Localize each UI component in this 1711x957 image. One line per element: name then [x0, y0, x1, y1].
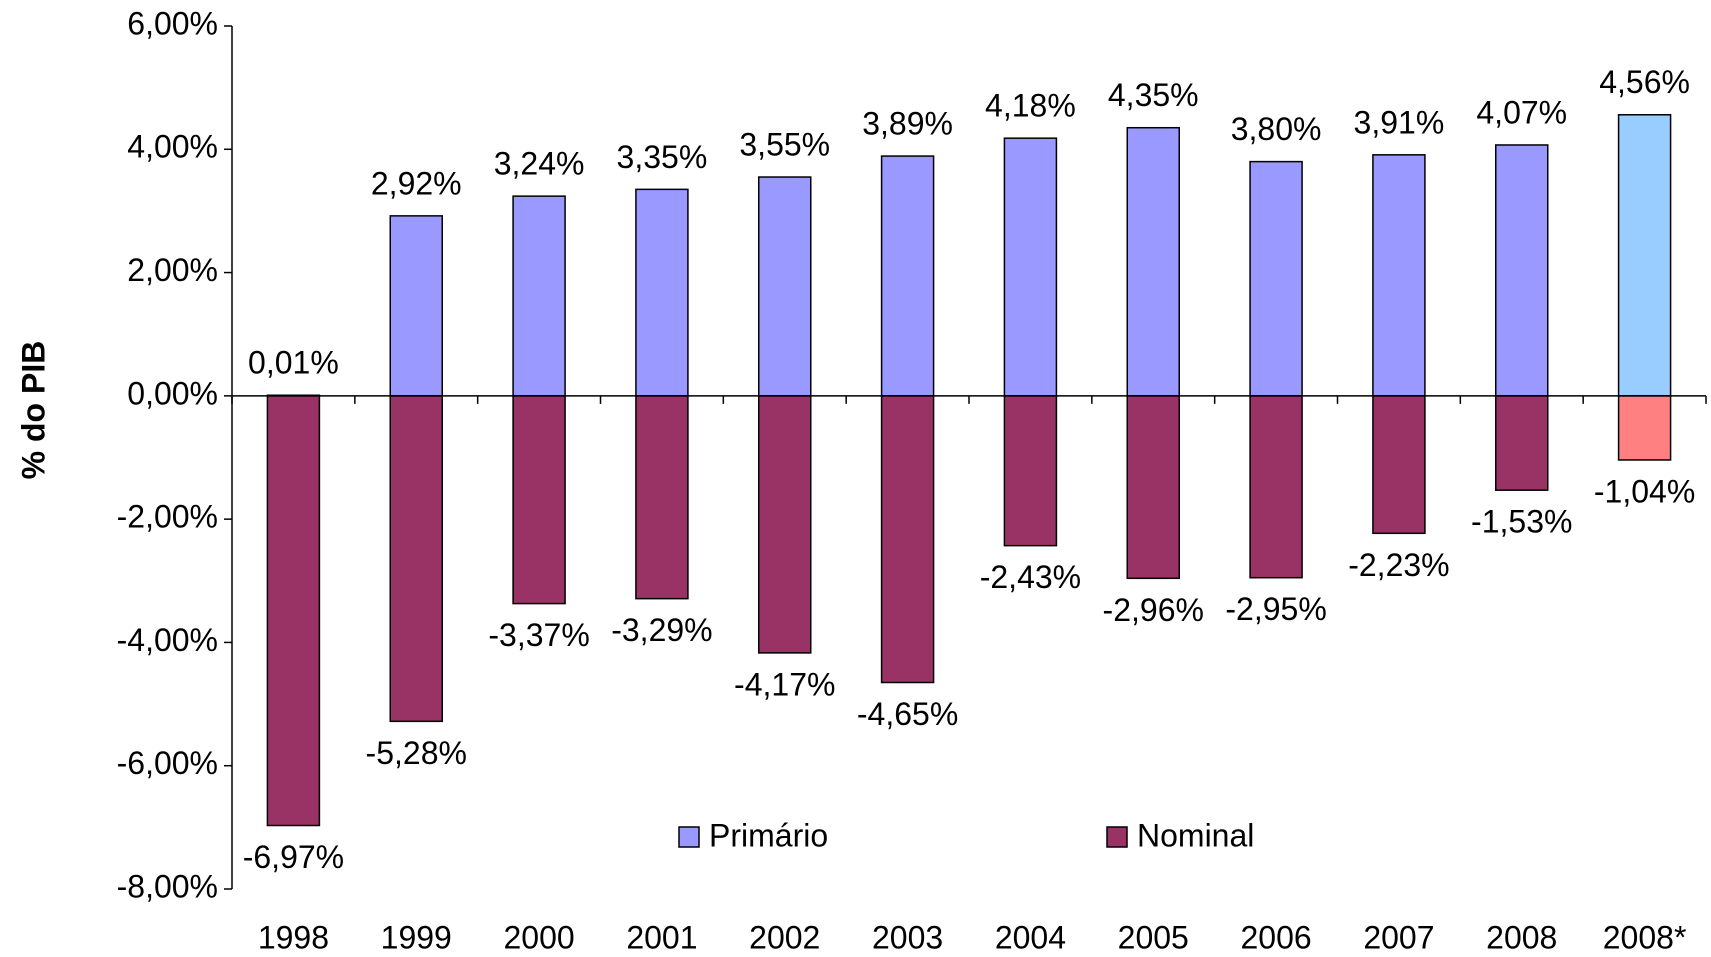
- value-label: -2,43%: [980, 559, 1081, 595]
- value-label: -3,37%: [488, 617, 589, 653]
- y-tick-label: 2,00%: [127, 252, 218, 288]
- value-label: 3,24%: [494, 146, 585, 182]
- legend-swatch: [1106, 826, 1128, 848]
- x-tick-label: 2008*: [1603, 919, 1687, 955]
- bar: [758, 176, 812, 397]
- bar: [1495, 395, 1549, 491]
- bar: [1249, 395, 1303, 579]
- bar: [635, 188, 689, 397]
- bar: [635, 395, 689, 600]
- bar: [880, 395, 935, 684]
- bar: [1617, 395, 1672, 461]
- x-tick-label: 2007: [1363, 919, 1434, 955]
- value-label: -1,53%: [1471, 504, 1572, 540]
- value-label: -4,65%: [857, 696, 958, 732]
- x-tick-label: 2004: [995, 919, 1066, 955]
- value-label: 4,07%: [1476, 94, 1567, 130]
- bar: [266, 395, 321, 827]
- value-label: -2,95%: [1225, 591, 1326, 627]
- value-label: 0,01%: [248, 345, 339, 381]
- bar: [1126, 126, 1180, 397]
- x-tick-label: 2005: [1118, 919, 1189, 955]
- bar: [1372, 395, 1426, 535]
- x-tick-label: 2000: [503, 919, 574, 955]
- legend-label: Nominal: [1137, 817, 1254, 853]
- value-label: -6,97%: [243, 839, 344, 875]
- bar: [1495, 144, 1549, 397]
- bar: [389, 395, 443, 723]
- x-tick-label: 2001: [626, 919, 697, 955]
- x-tick-label: 1999: [381, 919, 452, 955]
- bar: [1617, 114, 1672, 397]
- value-label: 2,92%: [371, 165, 462, 201]
- y-tick-label: 0,00%: [127, 375, 218, 411]
- y-tick-label: 6,00%: [127, 5, 218, 41]
- legend-swatch: [678, 826, 700, 848]
- y-tick-label: -2,00%: [117, 499, 218, 535]
- value-label: 4,35%: [1108, 77, 1199, 113]
- legend-label: Primário: [709, 817, 828, 853]
- value-label: -4,17%: [734, 666, 835, 702]
- value-label: 3,55%: [739, 126, 830, 162]
- value-label: -3,29%: [611, 612, 712, 648]
- value-label: -2,23%: [1348, 547, 1449, 583]
- y-tick-label: 4,00%: [127, 129, 218, 165]
- y-axis-title: % do PIB: [15, 341, 51, 480]
- bar: [1372, 154, 1426, 397]
- x-tick-label: 2006: [1240, 919, 1311, 955]
- x-tick-label: 1998: [258, 919, 329, 955]
- bar: [1126, 395, 1180, 580]
- value-label: -5,28%: [366, 735, 467, 771]
- value-label: 4,56%: [1599, 64, 1690, 100]
- value-label: 3,91%: [1354, 104, 1445, 140]
- bar: [1003, 395, 1058, 547]
- value-label: -2,96%: [1103, 592, 1204, 628]
- bar: [389, 215, 443, 397]
- value-label: -1,04%: [1594, 473, 1695, 509]
- bar: [1003, 137, 1058, 397]
- y-tick-label: -6,00%: [117, 745, 218, 781]
- x-tick-label: 2003: [872, 919, 943, 955]
- value-label: 3,80%: [1231, 111, 1322, 147]
- bar: [758, 395, 812, 654]
- bar: [880, 155, 935, 397]
- x-tick-label: 2008: [1486, 919, 1557, 955]
- x-tick-label: 2002: [749, 919, 820, 955]
- bar: [512, 195, 566, 397]
- y-tick-label: -8,00%: [117, 868, 218, 904]
- bar: [1249, 160, 1303, 397]
- value-label: 4,18%: [985, 88, 1076, 124]
- value-label: 3,35%: [617, 139, 708, 175]
- y-tick-label: -4,00%: [117, 622, 218, 658]
- bar: [512, 395, 566, 605]
- value-label: 3,89%: [862, 106, 953, 142]
